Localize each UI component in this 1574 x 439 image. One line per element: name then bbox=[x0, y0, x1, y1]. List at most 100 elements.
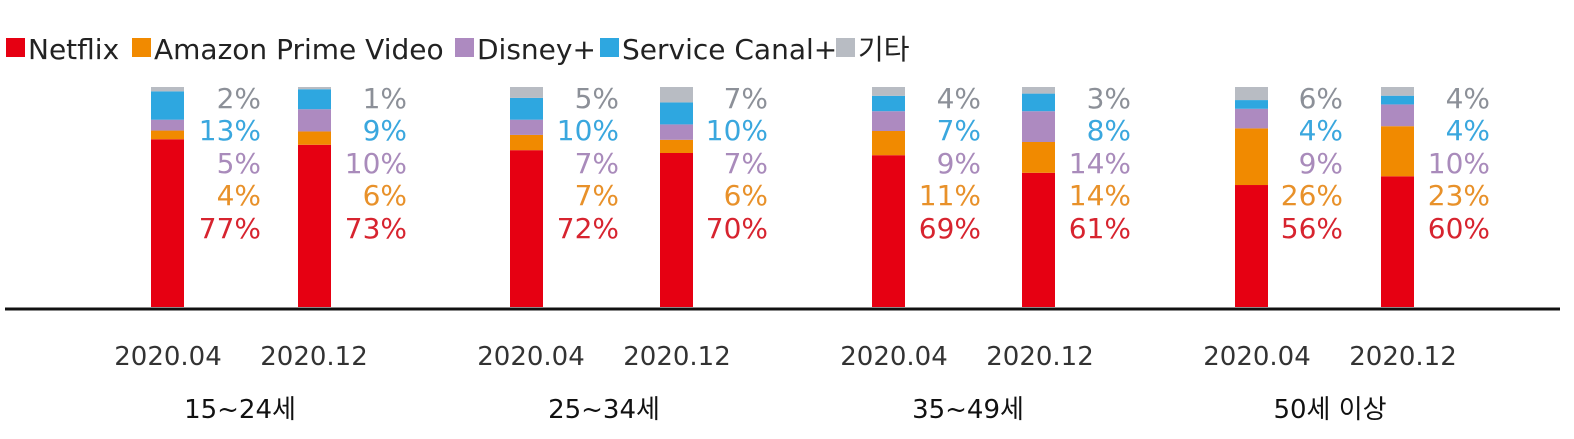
data-label: 7% bbox=[724, 147, 768, 180]
data-label: 70% bbox=[706, 212, 768, 245]
data-label: 26% bbox=[1281, 179, 1343, 212]
data-label: 5% bbox=[575, 82, 619, 115]
bar-segment bbox=[510, 134, 543, 151]
bar-segment bbox=[1381, 104, 1414, 127]
bar-segment bbox=[151, 91, 184, 120]
bar-segment bbox=[1381, 87, 1414, 96]
legend-swatch bbox=[600, 38, 619, 57]
data-label: 4% bbox=[937, 82, 981, 115]
data-label: 1% bbox=[363, 82, 407, 115]
bar-segment bbox=[660, 124, 693, 140]
bar-segment bbox=[1022, 111, 1055, 142]
bar-segment bbox=[151, 130, 184, 140]
bar-segment bbox=[510, 150, 543, 307]
bar-segment bbox=[1381, 176, 1414, 307]
legend-swatch bbox=[6, 38, 25, 57]
bar-segment bbox=[510, 87, 543, 98]
data-label: 6% bbox=[363, 179, 407, 212]
legend-label: Amazon Prime Video bbox=[154, 33, 444, 66]
legend-swatch bbox=[836, 38, 855, 57]
bar-segment bbox=[298, 131, 331, 145]
bar-segment bbox=[872, 95, 905, 112]
bar-segment bbox=[1235, 128, 1268, 186]
bar-segment bbox=[1022, 142, 1055, 173]
value-labels: 77%4%5%13%2%73%6%10%9%1%72%7%7%10%5%70%6… bbox=[199, 82, 1490, 245]
data-label: 7% bbox=[724, 82, 768, 115]
data-label: 69% bbox=[919, 212, 981, 245]
bar-segment bbox=[660, 87, 693, 103]
legend-label: Disney+ bbox=[477, 33, 596, 66]
bar-segment bbox=[298, 144, 331, 307]
data-label: 14% bbox=[1069, 147, 1131, 180]
data-label: 3% bbox=[1087, 82, 1131, 115]
x-tick-label: 2020.12 bbox=[260, 342, 368, 372]
data-label: 9% bbox=[363, 114, 407, 147]
data-label: 4% bbox=[1446, 82, 1490, 115]
data-label: 10% bbox=[1428, 147, 1490, 180]
bar-segment bbox=[660, 153, 693, 307]
data-label: 5% bbox=[217, 147, 261, 180]
bar-segment bbox=[1022, 87, 1055, 94]
data-label: 77% bbox=[199, 212, 261, 245]
data-label: 7% bbox=[575, 179, 619, 212]
x-tick-label: 2020.04 bbox=[477, 342, 585, 372]
bar-segment bbox=[872, 131, 905, 156]
x-tick-label: 2020.12 bbox=[623, 342, 731, 372]
x-tick-label: 2020.04 bbox=[114, 342, 222, 372]
x-tick-label: 2020.12 bbox=[1349, 342, 1457, 372]
bar-segment bbox=[1235, 87, 1268, 101]
data-label: 10% bbox=[557, 114, 619, 147]
data-label: 61% bbox=[1069, 212, 1131, 245]
data-label: 8% bbox=[1087, 114, 1131, 147]
legend: Netflix Amazon Prime Video Disney+ Service … bbox=[6, 33, 910, 66]
bar-segment bbox=[1022, 93, 1055, 112]
data-label: 4% bbox=[217, 179, 261, 212]
data-label: 11% bbox=[919, 179, 981, 212]
legend-swatch bbox=[132, 38, 151, 57]
data-label: 13% bbox=[199, 114, 261, 147]
group-label: 50세 이상 bbox=[1273, 395, 1386, 425]
bar-segment bbox=[1235, 185, 1268, 307]
group-label: 35~49세 bbox=[912, 395, 1024, 425]
data-label: 7% bbox=[575, 147, 619, 180]
bar-segment bbox=[151, 87, 184, 92]
data-label: 6% bbox=[1299, 82, 1343, 115]
legend-label: Netflix bbox=[28, 33, 119, 66]
data-label: 9% bbox=[1299, 147, 1343, 180]
legend-label: 기타 bbox=[858, 33, 910, 66]
legend-label: Service Canal+ bbox=[622, 33, 837, 66]
data-label: 23% bbox=[1428, 179, 1490, 212]
bar-segment bbox=[1235, 100, 1268, 109]
data-label: 4% bbox=[1299, 114, 1343, 147]
x-axis-labels: 2020.04 2020.12 15~24세 2020.04 2020.12 25~34세… bbox=[114, 342, 1457, 425]
bar-segment bbox=[151, 139, 184, 307]
x-tick-label: 2020.04 bbox=[840, 342, 948, 372]
bar-segment bbox=[872, 155, 905, 307]
data-label: 10% bbox=[345, 147, 407, 180]
bar-segment bbox=[298, 89, 331, 110]
data-label: 72% bbox=[557, 212, 619, 245]
bar-segment bbox=[510, 119, 543, 135]
data-label: 73% bbox=[345, 212, 407, 245]
bar-segment bbox=[151, 119, 184, 131]
plot-area bbox=[151, 87, 1414, 307]
bar-segment bbox=[510, 97, 543, 120]
bar-segment bbox=[1235, 108, 1268, 129]
bar-segment bbox=[660, 139, 693, 153]
data-label: 56% bbox=[1281, 212, 1343, 245]
data-label: 2% bbox=[217, 82, 261, 115]
bar-segment bbox=[298, 87, 331, 90]
data-label: 10% bbox=[706, 114, 768, 147]
bar-segment bbox=[660, 102, 693, 125]
bar-segment bbox=[872, 111, 905, 131]
x-tick-label: 2020.12 bbox=[986, 342, 1094, 372]
bar-segment bbox=[1381, 95, 1414, 105]
bar-segment bbox=[298, 109, 331, 132]
data-label: 60% bbox=[1428, 212, 1490, 245]
data-label: 7% bbox=[937, 114, 981, 147]
data-label: 9% bbox=[937, 147, 981, 180]
data-label: 14% bbox=[1069, 179, 1131, 212]
bar-segment bbox=[1022, 172, 1055, 307]
bar-segment bbox=[872, 87, 905, 96]
